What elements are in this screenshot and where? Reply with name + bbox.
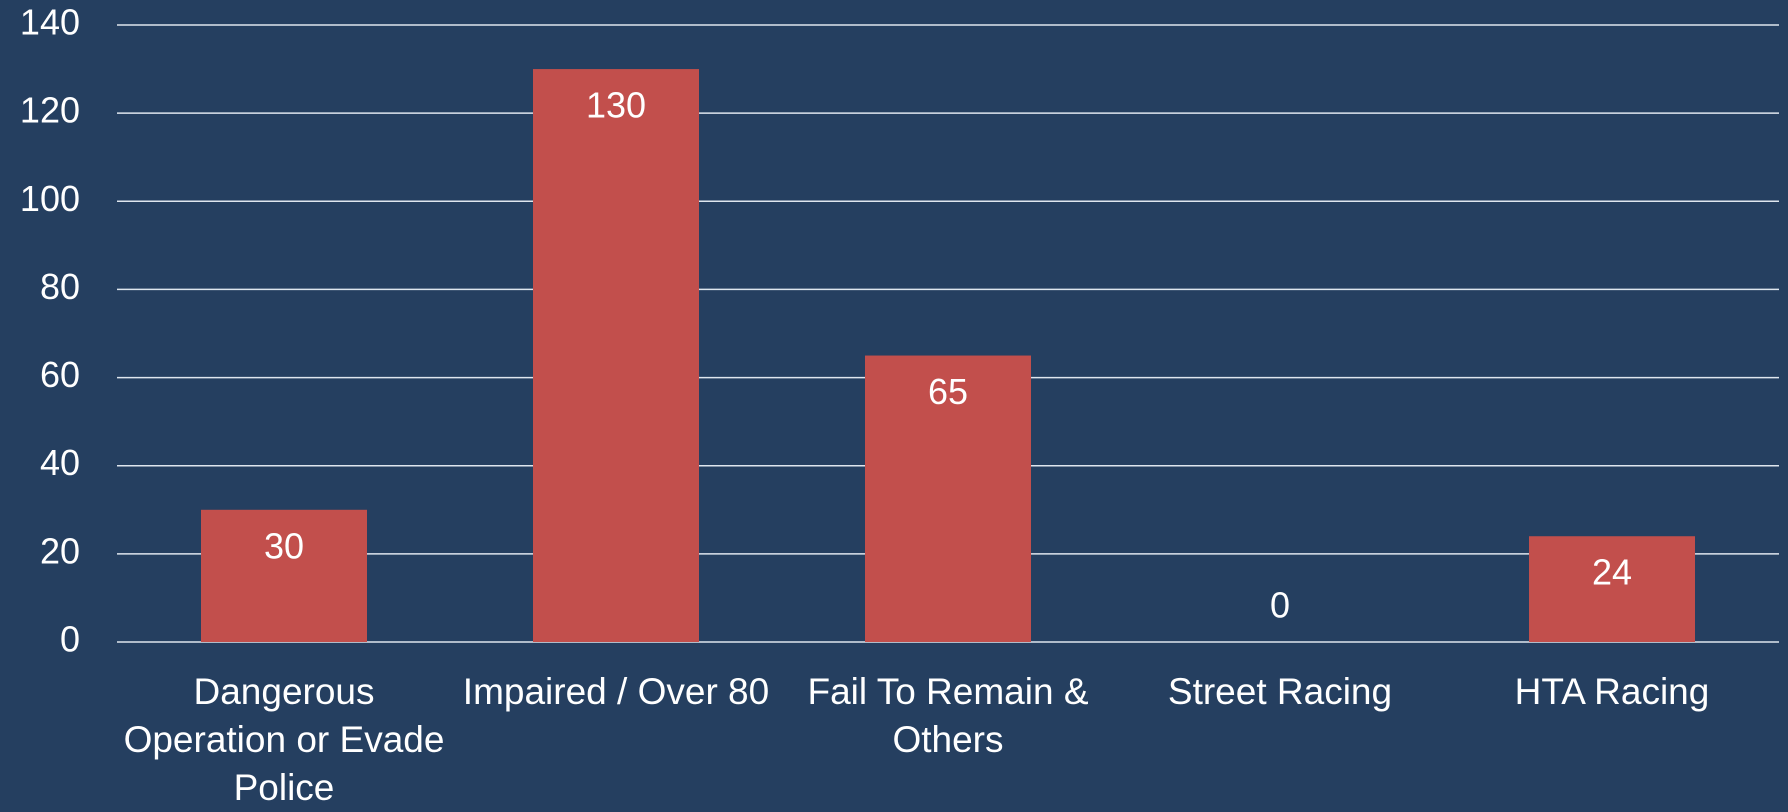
y-tick-label: 60	[40, 354, 80, 395]
y-tick-label: 80	[40, 266, 80, 307]
x-tick-label: Impaired / Over 80	[462, 671, 770, 712]
bar	[865, 355, 1031, 642]
data-label: 130	[586, 85, 646, 126]
x-tick-label: Fail To Remain & Others	[807, 671, 1089, 760]
y-tick-label: 40	[40, 442, 80, 483]
bar	[1529, 536, 1695, 642]
x-tick-label: Dangerous Operation or Evade Police	[123, 671, 445, 808]
y-tick-label: 120	[20, 90, 80, 131]
data-label: 24	[1592, 552, 1632, 593]
bar	[201, 509, 367, 642]
x-tick-label: HTA Racing	[1514, 671, 1710, 712]
data-label: 65	[928, 371, 968, 412]
y-tick-label: 140	[20, 2, 80, 43]
y-tick-label: 0	[60, 619, 80, 660]
bar	[533, 69, 699, 643]
y-tick-label: 100	[20, 178, 80, 219]
data-label: 30	[264, 525, 304, 566]
data-label: 0	[1270, 585, 1290, 626]
x-tick-label: Street Racing	[1167, 671, 1393, 712]
y-tick-label: 20	[40, 530, 80, 571]
